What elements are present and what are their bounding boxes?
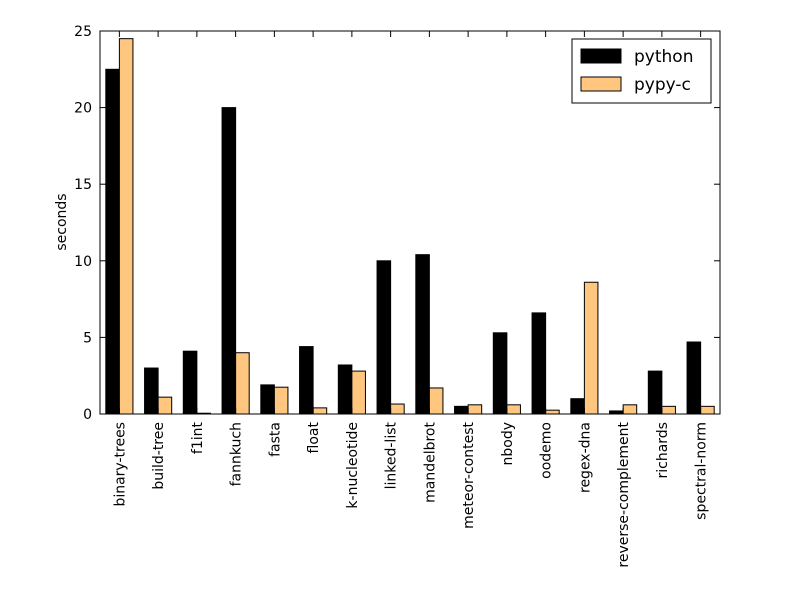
y-tick-label: 25 xyxy=(74,24,92,40)
bar-python-mandelbrot xyxy=(415,254,430,415)
x-tick-label-fasta: fasta xyxy=(267,422,283,457)
bar-python-richards xyxy=(647,370,663,415)
bar-python-k-nucleotide xyxy=(337,364,353,415)
bar-pypy-c-spectral-norm xyxy=(700,405,715,415)
y-tick-label: 15 xyxy=(74,177,92,193)
bar-pypy-c-linked-list xyxy=(390,403,405,415)
legend: python pypy-c xyxy=(571,38,712,104)
x-tick-label-build-tree: build-tree xyxy=(151,422,167,490)
legend-label-python: python xyxy=(634,47,693,67)
x-tick-label-nbody: nbody xyxy=(500,422,516,466)
x-tick-label-float: float xyxy=(306,421,322,453)
x-tick-label-richards: richards xyxy=(655,422,671,479)
bar-python-regex-dna xyxy=(570,398,585,415)
bar-python-fannkuch xyxy=(221,107,237,415)
bar-python-float xyxy=(299,346,314,415)
x-tick-label-binary-trees: binary-trees xyxy=(112,422,128,507)
bar-pypy-c-regex-dna xyxy=(583,281,599,415)
y-tick-label: 20 xyxy=(74,101,92,117)
bar-pypy-c-build-tree xyxy=(157,396,173,415)
bar-pypy-c-mandelbrot xyxy=(428,387,444,415)
bar-pypy-c-float xyxy=(312,407,328,415)
legend-swatch-python xyxy=(580,48,622,64)
x-tick-label-oodemo: oodemo xyxy=(539,422,555,479)
x-tick-label-reverse-complement: reverse-complement xyxy=(616,421,632,567)
x-tick-label-linked-list: linked-list xyxy=(384,421,400,489)
bar-pypy-c-richards xyxy=(661,405,676,415)
bars-layer xyxy=(105,38,715,415)
bar-pypy-c-meteor-contest xyxy=(467,404,483,415)
axes-layer: 0 5 10 15 20 25 binary-trees build-tree f1int fan… xyxy=(74,24,721,568)
bar-python-oodemo xyxy=(531,312,547,415)
x-tick-label-meteor-contest: meteor-contest xyxy=(461,422,477,529)
bar-pypy-c-k-nucleotide xyxy=(351,370,366,415)
x-tick-label-k-nucleotide: k-nucleotide xyxy=(345,422,361,509)
bar-pypy-c-fannkuch xyxy=(235,352,250,415)
bar-pypy-c-oodemo xyxy=(545,409,560,415)
bar-python-meteor-contest xyxy=(454,405,469,415)
bar-pypy-c-nbody xyxy=(506,404,521,415)
bar-pypy-c-reverse-complement xyxy=(622,404,638,415)
legend-swatch-pypy-c xyxy=(580,76,622,92)
bar-python-fasta xyxy=(260,384,275,415)
x-tick-label-mandelbrot: mandelbrot xyxy=(422,422,438,503)
x-tick-label-f1int: f1int xyxy=(190,422,206,455)
x-tick-label-regex-dna: regex-dna xyxy=(577,422,593,493)
bar-python-nbody xyxy=(492,332,508,415)
bar-pypy-c-binary-trees xyxy=(118,38,134,415)
bar-python-linked-list xyxy=(376,260,392,415)
bar-pypy-c-fasta xyxy=(273,386,289,415)
bar-python-build-tree xyxy=(144,367,159,415)
bar-python-f1int xyxy=(182,350,198,415)
x-tick-label-fannkuch: fannkuch xyxy=(229,422,245,486)
y-tick-label: 5 xyxy=(83,330,92,346)
y-axis-title: seconds xyxy=(54,193,70,250)
y-tick-label: 10 xyxy=(74,254,92,270)
bar-python-spectral-norm xyxy=(686,341,702,415)
x-tick-label-spectral-norm: spectral-norm xyxy=(694,422,710,520)
bar-python-binary-trees xyxy=(105,68,120,415)
legend-label-pypy-c: pypy-c xyxy=(634,75,691,95)
plot-frame xyxy=(99,30,721,415)
y-tick-label: 0 xyxy=(83,407,92,423)
